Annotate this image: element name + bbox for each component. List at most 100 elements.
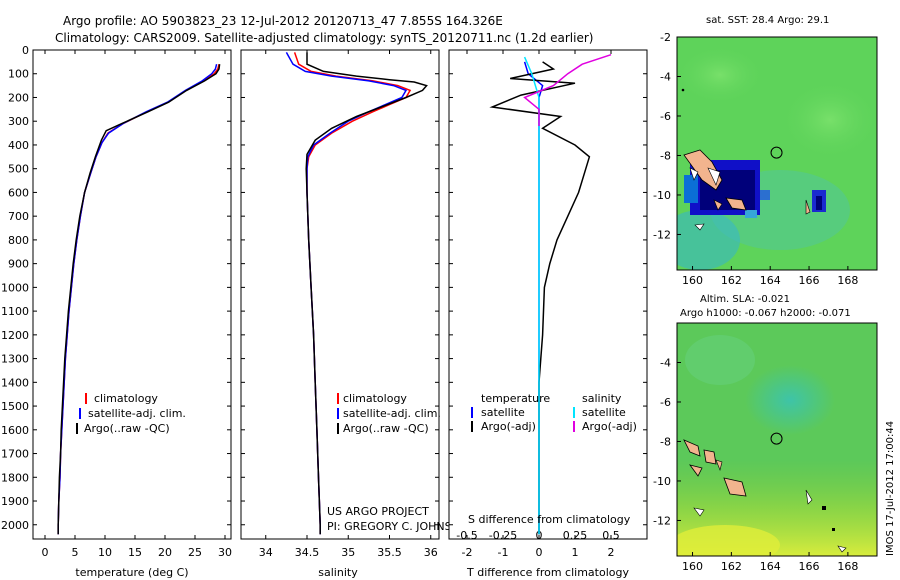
difference-axes-frame [448, 49, 648, 540]
sla-map-frame [676, 322, 878, 557]
map-y-tick-label: -12 [653, 228, 671, 241]
series-line-temperature-argo-adj- [489, 61, 591, 535]
temperature-axis-ticks: 0 5 10 15 20 25 30 [42, 50, 232, 559]
sst-map-ticks: 160 162 164 166 168 -2 -4 -6 -8 -10 -12 [653, 31, 858, 287]
temperature-axes-frame [32, 49, 232, 540]
sst-map-field [677, 37, 877, 270]
x-tick-label: 0 [536, 546, 543, 559]
temperature-xlabel: temperature (deg C) [75, 566, 188, 579]
x-tick-label: 5 [72, 546, 79, 559]
x-tick-label: 2 [608, 546, 615, 559]
map-x-tick-label: 164 [760, 560, 781, 573]
salinity-axis-ticks: 34 34.5 35 35.5 36 [259, 50, 438, 559]
x-tick-label: 1 [572, 546, 579, 559]
salinity-difference-label: S difference from climatology [468, 513, 631, 526]
y-tick-label: 600 [8, 186, 29, 199]
sla-map-subtitle: Argo h1000: -0.067 h2000: -0.071 [680, 308, 851, 319]
map-y-tick-label: -10 [653, 189, 671, 202]
x2-tick-label: 0.5 [602, 529, 620, 542]
temperature-panel: 0 100 200 300 400 500 600 700 800 900 1000 1100 1200… [1, 44, 232, 579]
salinity-legend: climatology satellite-adj. clim. Argo(..… [337, 392, 441, 435]
map-y-tick-label: -8 [660, 435, 671, 448]
salinity-difference-axis-ticks: -0.5 -0.25 0 0.25 0.5 [456, 529, 619, 542]
difference-series [489, 53, 612, 535]
difference-depth-ticks [449, 49, 647, 526]
x-tick-label: 34.5 [295, 546, 320, 559]
salinity-axes-frame [240, 49, 440, 540]
y-tick-label: 300 [8, 115, 29, 128]
temperature-legend: climatology satellite-adj. clim. Argo(..… [76, 392, 186, 435]
y-tick-label: 500 [8, 163, 29, 176]
pi-annotation: PI: GREGORY C. JOHNSON [327, 520, 468, 533]
x-tick-label: 34 [259, 546, 273, 559]
salinity-xlabel: salinity [318, 566, 358, 579]
map-x-tick-label: 164 [760, 274, 781, 287]
difference-panel: -2 -1 0 1 2 -0.5 -0.25 0 0.25 0.5 S difference f… [448, 49, 648, 579]
y-tick-label: 800 [8, 234, 29, 247]
legend-swatch-satellite [337, 408, 339, 419]
argo-float-marker [770, 146, 783, 159]
x-tick-label: 20 [158, 546, 172, 559]
x-tick-label: 0 [42, 546, 49, 559]
y-tick-label: 1100 [1, 305, 29, 318]
map-x-tick-label: 166 [799, 274, 820, 287]
x2-tick-label: 0 [536, 529, 543, 542]
y-tick-label: 1700 [1, 448, 29, 461]
legend-label-argo: Argo(..raw -QC) [343, 422, 429, 435]
series-line-argo-raw-qc- [305, 52, 428, 535]
y-tick-label: 900 [8, 258, 29, 271]
legend-label-climatology: climatology [343, 392, 407, 405]
imos-timestamp: IMOS 17-Jul-2012 17:00:44 [885, 421, 896, 556]
y-tick-label: 1300 [1, 353, 29, 366]
series-line-salinity-argo-adj- [523, 53, 612, 126]
y-tick-label: 1200 [1, 329, 29, 342]
legend-title-salinity: salinity [582, 392, 622, 405]
argo-float-marker [770, 432, 783, 445]
x-tick-label: -2 [462, 546, 473, 559]
x-tick-label: 35 [341, 546, 355, 559]
y-tick-label: 400 [8, 139, 29, 152]
y-tick-label: 1600 [1, 424, 29, 437]
legend-swatch-climatology [85, 393, 87, 404]
x-tick-label: 10 [98, 546, 112, 559]
header-title-line1: Argo profile: AO 5903823_23 12-Jul-2012 … [63, 14, 503, 28]
header-title-line2: Climatology: CARS2009. Satellite-adjuste… [55, 31, 593, 45]
y-tick-label: 100 [8, 68, 29, 81]
map-x-tick-label: 160 [682, 274, 703, 287]
map-y-tick-label: -12 [653, 514, 671, 527]
project-annotation: US ARGO PROJECT [327, 505, 429, 518]
legend-swatch-argo [76, 423, 78, 434]
y-tick-label: 200 [8, 91, 29, 104]
sst-map-frame [676, 36, 878, 271]
sla-map-panel: Altim. SLA: -0.021 Argo h1000: -0.067 h2… [653, 294, 878, 573]
x-tick-label: 15 [128, 546, 142, 559]
map-x-tick-label: 160 [682, 560, 703, 573]
legend-swatch-sal-satellite [573, 407, 575, 418]
map-x-tick-label: 168 [837, 274, 858, 287]
map-y-tick-label: -6 [660, 396, 671, 409]
y-tick-label: 700 [8, 210, 29, 223]
x-tick-label: 30 [218, 546, 232, 559]
legend-swatch-climatology [337, 393, 339, 404]
legend-label-sal-argo: Argo(-adj) [582, 420, 637, 433]
legend-swatch-temp-satellite [471, 407, 473, 418]
sst-map-panel: sat. SST: 28.4 Argo: 29.1 160 162 164 [653, 15, 878, 287]
legend-label-temp-argo: Argo(-adj) [481, 420, 536, 433]
map-x-tick-label: 162 [721, 274, 742, 287]
map-y-tick-label: -2 [660, 31, 671, 44]
sla-map-ticks: 160 162 164 166 168 -4 -6 -8 -10 -12 [653, 356, 858, 573]
salinity-depth-ticks [241, 49, 439, 526]
legend-label-argo: Argo(..raw -QC) [84, 422, 170, 435]
legend-label-temp-satellite: satellite [481, 406, 525, 419]
y-tick-label: 1000 [1, 281, 29, 294]
map-x-tick-label: 166 [799, 560, 820, 573]
x-tick-label: 25 [188, 546, 202, 559]
difference-axis-ticks: -2 -1 0 1 2 [462, 50, 615, 559]
salinity-series [285, 52, 428, 535]
map-x-tick-label: 162 [721, 560, 742, 573]
legend-label-sal-satellite: satellite [582, 406, 626, 419]
map-x-tick-label: 168 [837, 560, 858, 573]
x-tick-label: 35.5 [377, 546, 402, 559]
sla-map-title: Altim. SLA: -0.021 [700, 294, 790, 305]
map-y-tick-label: -4 [660, 70, 671, 83]
